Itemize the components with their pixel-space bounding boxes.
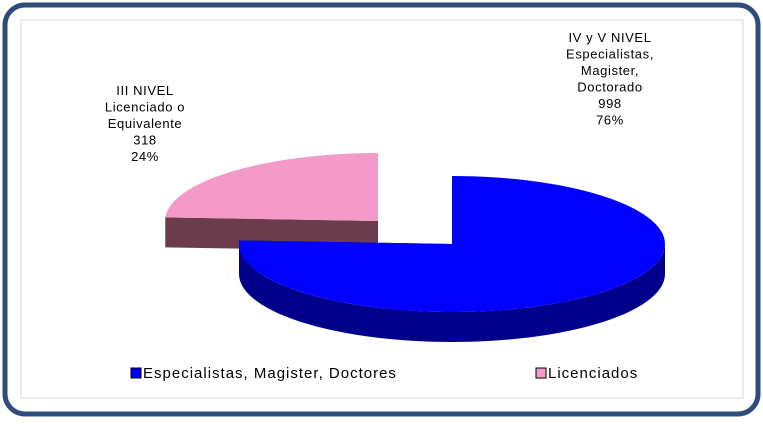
plot-border — [20, 19, 744, 399]
data-label: Doctorado — [577, 80, 642, 95]
slice — [239, 176, 665, 342]
data-label: IV y V NIVEL — [568, 30, 651, 45]
legend-label: Licenciados — [548, 365, 638, 382]
data-label: 24% — [131, 149, 159, 164]
legend-swatch — [130, 367, 142, 379]
data-label: Licenciado o — [105, 100, 185, 115]
data-label: Magister, — [581, 63, 639, 78]
slice-top — [165, 153, 378, 221]
data-label: 318 — [133, 133, 157, 148]
data-label: Equivalente — [108, 116, 183, 131]
data-label: III NIVEL — [116, 83, 173, 98]
frame — [2, 2, 761, 417]
legend-label: Especialistas, Magister, Doctores — [143, 365, 397, 382]
data-label: 76% — [596, 113, 624, 128]
data-label: 998 — [598, 96, 622, 111]
legend-swatch — [535, 367, 547, 379]
slice-top — [239, 176, 665, 312]
slice-side — [239, 244, 665, 342]
data-label: Especialistas, — [566, 47, 654, 62]
